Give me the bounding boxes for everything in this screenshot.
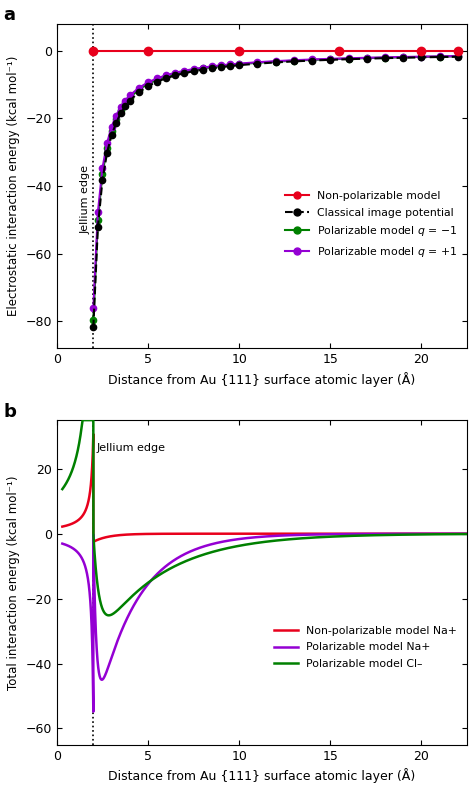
Legend: Non-polarizable model, Classical image potential, Polarizable model $q$ = −1, Po: Non-polarizable model, Classical image p… [281,187,462,263]
Text: Jellium edge: Jellium edge [81,165,91,234]
Y-axis label: Total interaction energy (kcal mol⁻¹): Total interaction energy (kcal mol⁻¹) [7,475,20,690]
Y-axis label: Electrostatic interaction energy (kcal mol⁻¹): Electrostatic interaction energy (kcal m… [7,56,20,316]
Legend: Non-polarizable model Na+, Polarizable model Na+, Polarizable model Cl–: Non-polarizable model Na+, Polarizable m… [270,622,462,673]
X-axis label: Distance from Au {111} surface atomic layer (Å): Distance from Au {111} surface atomic la… [109,768,416,783]
Text: Jellium edge: Jellium edge [96,443,165,453]
X-axis label: Distance from Au {111} surface atomic layer (Å): Distance from Au {111} surface atomic la… [109,372,416,386]
Text: a: a [3,6,16,24]
Text: b: b [3,403,17,421]
